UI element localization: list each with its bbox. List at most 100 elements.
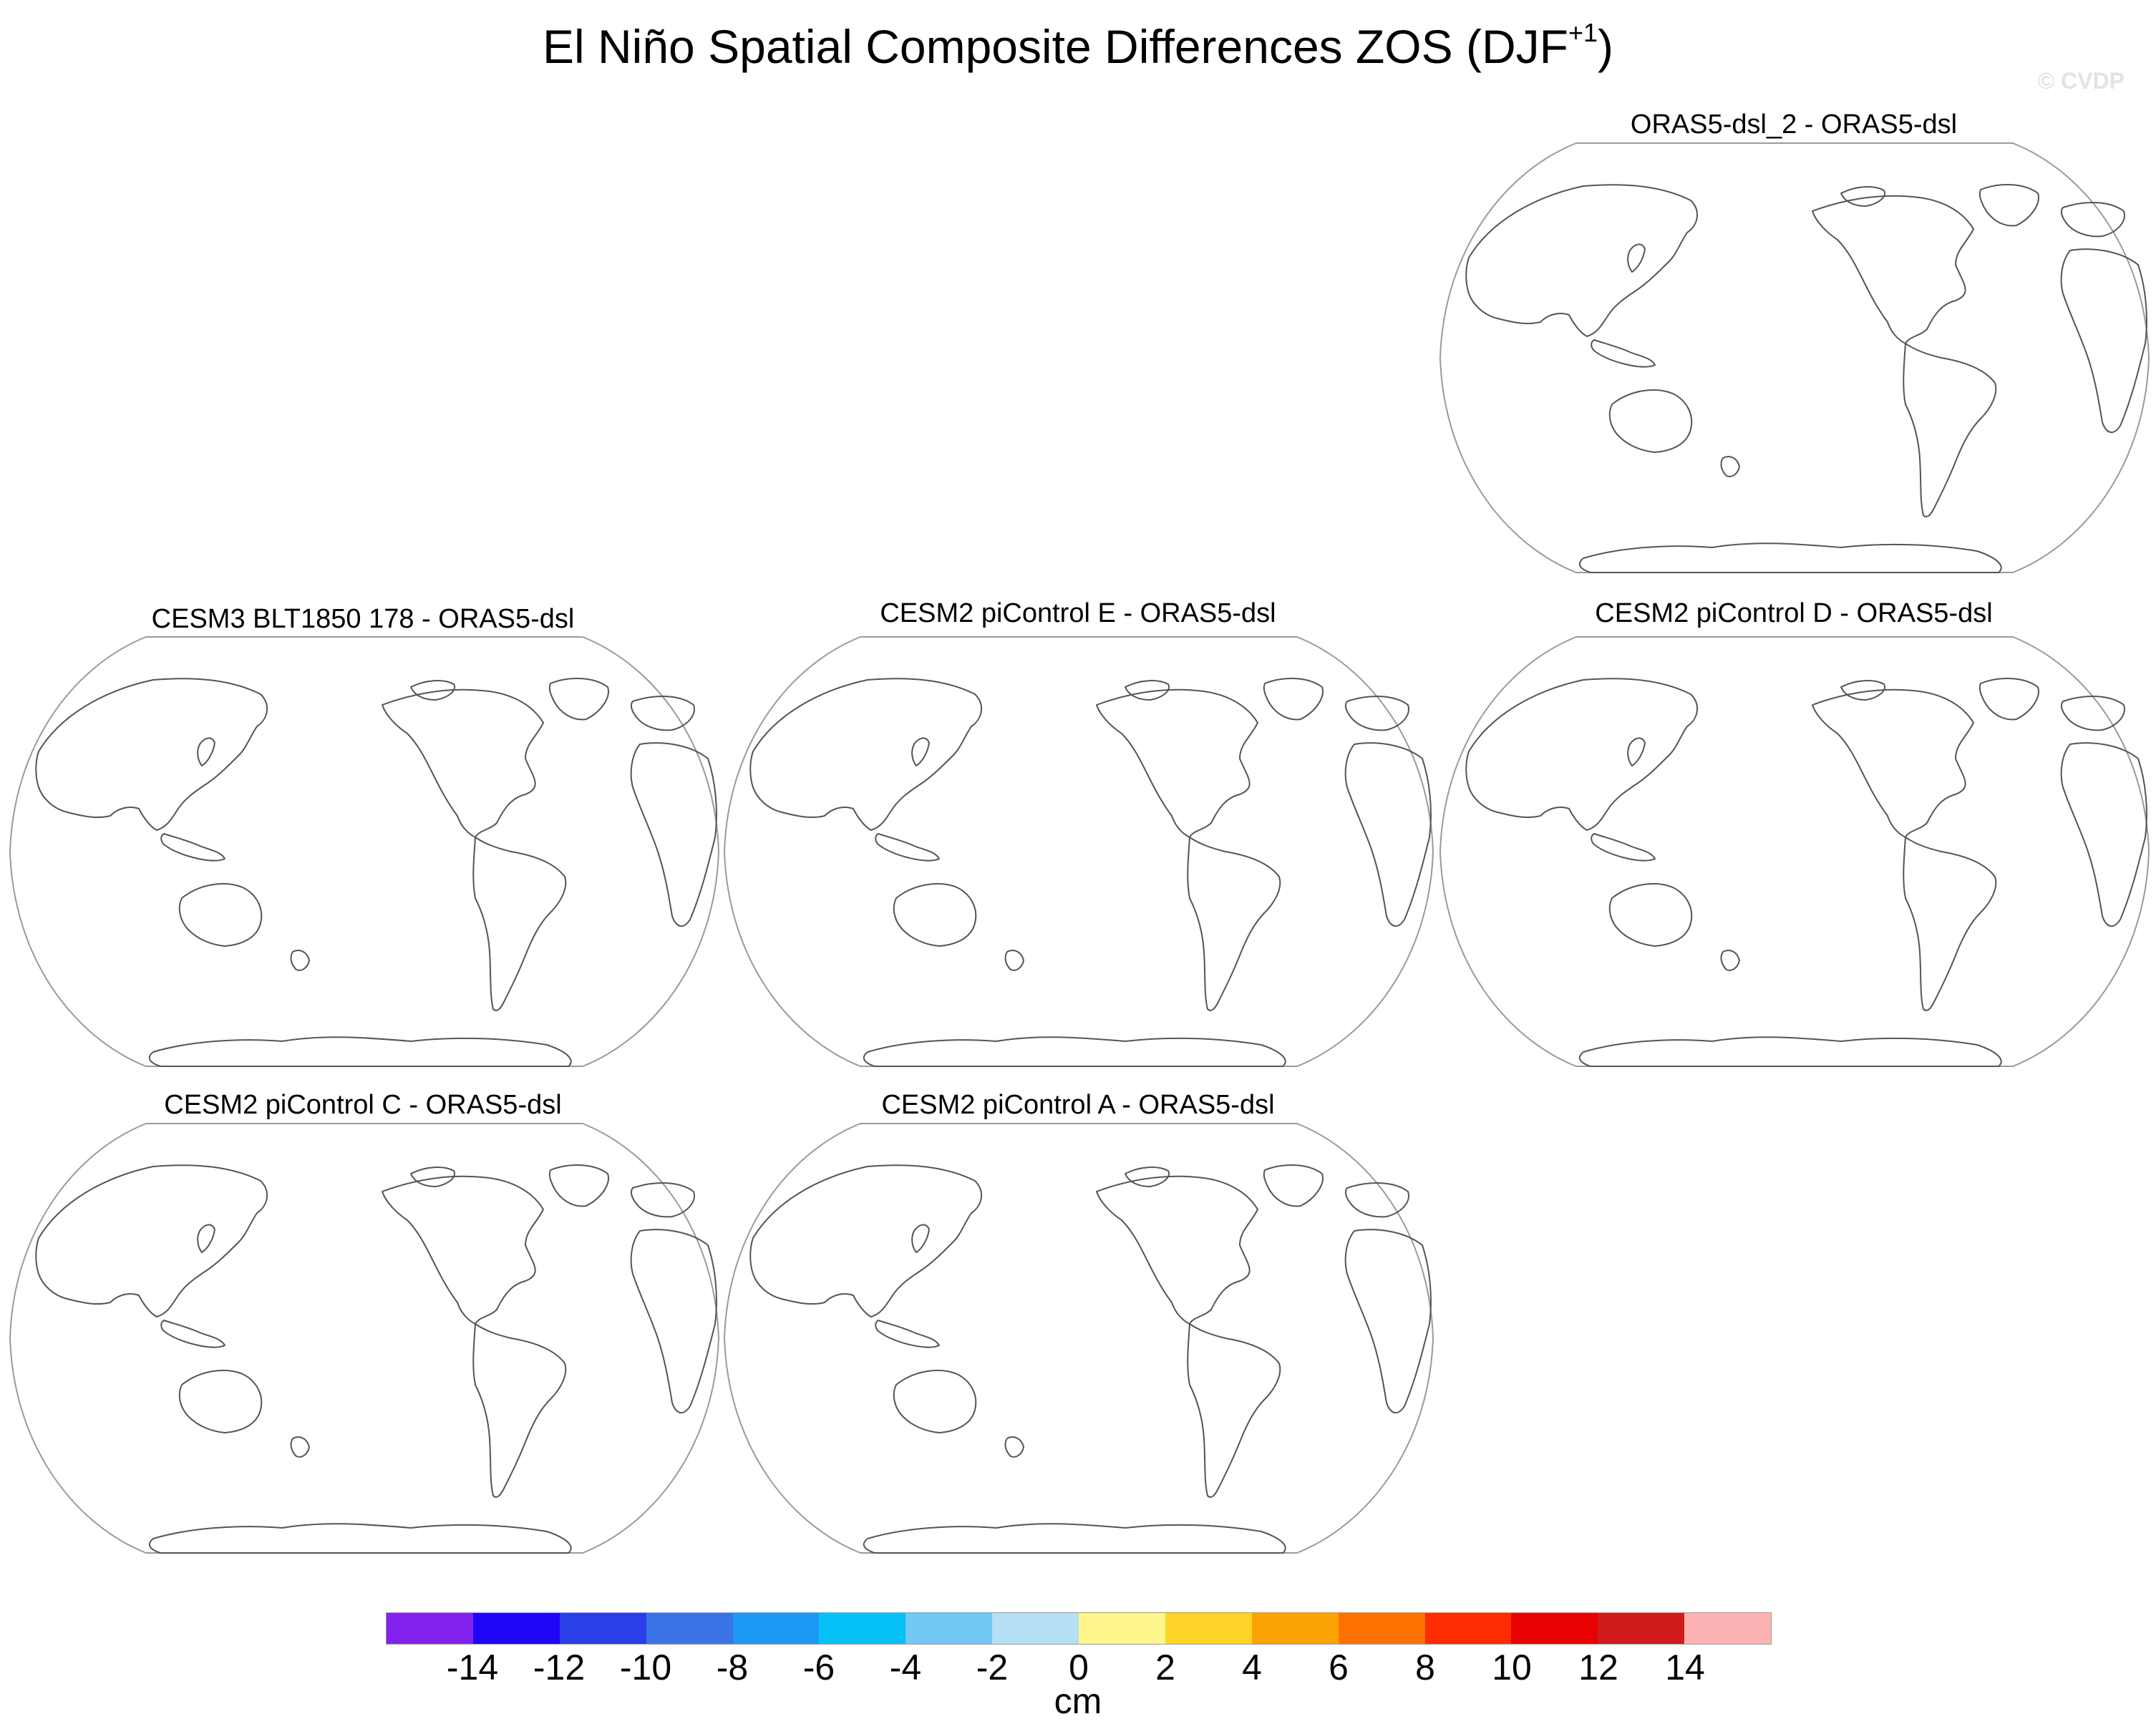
maritime-continent bbox=[160, 833, 225, 862]
asia-coast bbox=[749, 678, 982, 831]
arctic-islands bbox=[1125, 1166, 1170, 1187]
arctic-islands bbox=[1840, 680, 1886, 701]
greenland-coast bbox=[1263, 1164, 1324, 1207]
colorbar-tick-label: 14 bbox=[1665, 1647, 1705, 1687]
asia-coast bbox=[35, 1164, 268, 1317]
colorbar bbox=[386, 1612, 1772, 1645]
asia-coast bbox=[1465, 678, 1698, 831]
map-frame bbox=[723, 636, 1434, 1067]
new-zealand-coast bbox=[1004, 950, 1024, 971]
japan-coast bbox=[1627, 737, 1646, 766]
map-frame bbox=[1439, 636, 2150, 1067]
north-america-coast bbox=[382, 1175, 544, 1325]
antarctica-coast bbox=[1578, 542, 2002, 573]
colorbar-swatch bbox=[732, 1613, 820, 1644]
new-zealand-coast bbox=[290, 950, 310, 971]
antarctica-coast bbox=[863, 1523, 1286, 1554]
greenland-coast bbox=[548, 1164, 609, 1207]
map-frame bbox=[9, 1123, 720, 1554]
japan-coast bbox=[197, 1224, 215, 1253]
africa-coast bbox=[2060, 248, 2147, 433]
colorbar-swatch bbox=[819, 1613, 906, 1644]
japan-coast bbox=[197, 737, 215, 766]
cvdp-watermark: © CVDP bbox=[2037, 68, 2125, 94]
arctic-islands bbox=[410, 1166, 456, 1187]
panel-label-3: CESM2 piControl E - ORAS5-dsl bbox=[880, 598, 1276, 628]
colorbar-swatch bbox=[1338, 1613, 1425, 1644]
colorbar-tick-label: -2 bbox=[976, 1647, 1009, 1687]
colorbar-tick-label: -4 bbox=[889, 1647, 922, 1687]
colorbar-swatch bbox=[1079, 1613, 1165, 1644]
maritime-continent bbox=[875, 1320, 940, 1348]
colorbar-swatch bbox=[1511, 1613, 1598, 1644]
colorbar-swatch bbox=[1165, 1613, 1252, 1644]
arctic-islands bbox=[410, 680, 456, 701]
title-close: ) bbox=[1598, 20, 1613, 73]
africa-coast bbox=[2060, 742, 2147, 927]
colorbar-tick-label: 6 bbox=[1329, 1647, 1349, 1687]
north-america-coast bbox=[1096, 688, 1258, 838]
south-america-coast bbox=[472, 837, 567, 1011]
north-america-coast bbox=[382, 688, 544, 838]
world-map-panel-1 bbox=[1439, 142, 2150, 573]
south-america-coast bbox=[1903, 343, 1997, 517]
colorbar-tick-label: -10 bbox=[619, 1647, 672, 1687]
world-map-panel-2 bbox=[9, 636, 720, 1067]
new-zealand-coast bbox=[1004, 1436, 1024, 1458]
south-america-coast bbox=[1903, 837, 1997, 1011]
maritime-continent bbox=[1591, 833, 1656, 862]
australia-coast bbox=[893, 1370, 977, 1433]
greenland-coast bbox=[1978, 678, 2039, 721]
greenland-coast bbox=[1978, 184, 2039, 227]
asia-coast bbox=[35, 678, 268, 831]
colorbar-tick-label: 10 bbox=[1492, 1647, 1532, 1687]
colorbar-tick-label: 0 bbox=[1069, 1647, 1089, 1687]
australia-coast bbox=[178, 1370, 263, 1433]
colorbar-swatch bbox=[1684, 1613, 1771, 1644]
australia-coast bbox=[1608, 883, 1693, 947]
maritime-continent bbox=[160, 1320, 225, 1348]
colorbar-tick-label: 4 bbox=[1242, 1647, 1262, 1687]
colorbar-tick-label: -8 bbox=[716, 1647, 749, 1687]
colorbar-tick-label: 2 bbox=[1155, 1647, 1175, 1687]
north-america-coast bbox=[1812, 195, 1974, 344]
maritime-continent bbox=[1591, 339, 1656, 368]
greenland-coast bbox=[1263, 678, 1324, 721]
colorbar-swatch bbox=[1251, 1613, 1339, 1644]
panel-label-5: CESM2 piControl C - ORAS5-dsl bbox=[164, 1090, 562, 1120]
australia-coast bbox=[1608, 389, 1693, 453]
europe-coast bbox=[2060, 696, 2125, 731]
new-zealand-coast bbox=[1720, 456, 1740, 477]
asia-coast bbox=[1465, 184, 1698, 337]
colorbar-tick-label: -6 bbox=[802, 1647, 835, 1687]
europe-coast bbox=[1344, 1182, 1409, 1218]
antarctica-coast bbox=[148, 1036, 572, 1067]
antarctica-coast bbox=[148, 1523, 572, 1554]
colorbar-tick-label: 8 bbox=[1415, 1647, 1435, 1687]
map-frame bbox=[1439, 142, 2150, 573]
australia-coast bbox=[893, 883, 977, 947]
panel-label-2: CESM3 BLT1850 178 - ORAS5-dsl bbox=[151, 604, 575, 634]
colorbar-swatch bbox=[472, 1613, 560, 1644]
arctic-islands bbox=[1840, 186, 1886, 207]
south-america-coast bbox=[1187, 1323, 1281, 1498]
japan-coast bbox=[911, 737, 930, 766]
colorbar-tick-label: 12 bbox=[1578, 1647, 1618, 1687]
colorbar-tick-label: -12 bbox=[533, 1647, 586, 1687]
europe-coast bbox=[630, 1182, 695, 1218]
title-superscript: +1 bbox=[1568, 18, 1598, 47]
maritime-continent bbox=[875, 833, 940, 862]
australia-coast bbox=[178, 883, 263, 947]
panel-label-6: CESM2 piControl A - ORAS5-dsl bbox=[881, 1090, 1275, 1120]
africa-coast bbox=[630, 742, 717, 927]
antarctica-coast bbox=[1578, 1036, 2002, 1067]
new-zealand-coast bbox=[290, 1436, 310, 1458]
world-map-panel-6 bbox=[723, 1123, 1434, 1554]
new-zealand-coast bbox=[1720, 950, 1740, 971]
south-america-coast bbox=[472, 1323, 567, 1498]
map-frame bbox=[723, 1123, 1434, 1554]
north-america-coast bbox=[1096, 1175, 1258, 1325]
title-text: El Niño Spatial Composite Differences ZO… bbox=[543, 20, 1568, 73]
colorbar-tick-labels: -14 -12 -10 -8 -6 -4 -2 0 2 4 6 8 10 12 14 bbox=[0, 1650, 2156, 1692]
panel-label-1: ORAS5-dsl_2 - ORAS5-dsl bbox=[1630, 109, 1958, 140]
